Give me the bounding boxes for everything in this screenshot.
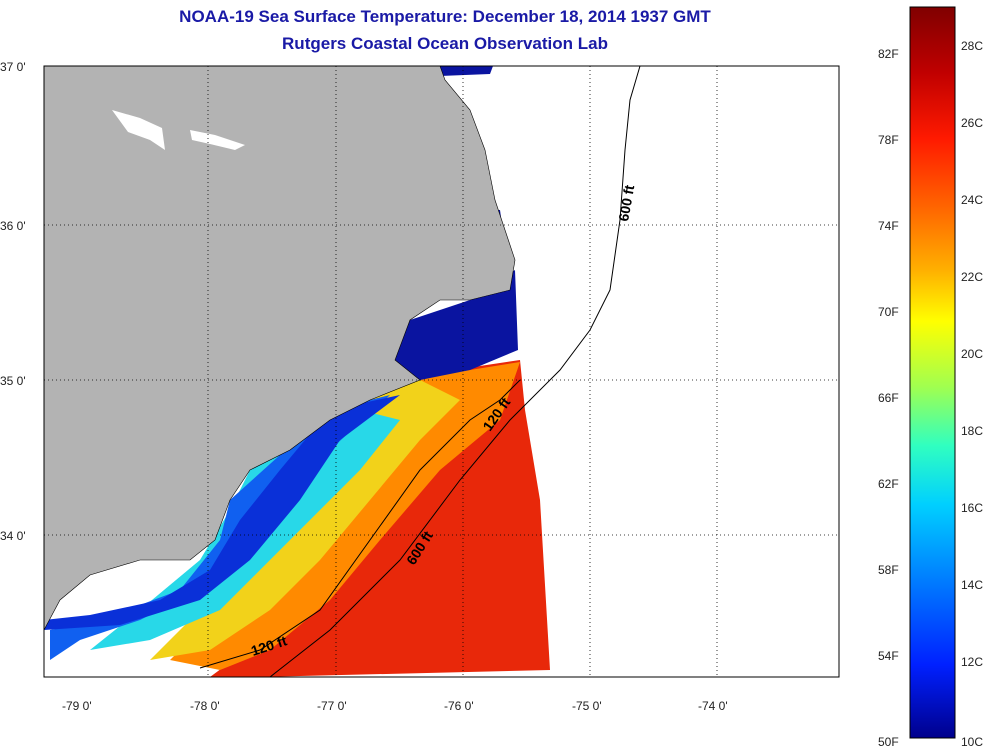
colorbar-c-label: 20C — [961, 347, 983, 361]
inland-water — [112, 110, 245, 150]
colorbar-f-labels: 82F 78F 74F 70F 66F 62F 58F 54F 50F — [878, 47, 899, 749]
lat-label: 37 0' — [0, 60, 26, 74]
colorbar-f-label: 58F — [878, 563, 899, 577]
colorbar-c-label: 10C — [961, 735, 983, 749]
lon-label: -78 0' — [190, 699, 220, 713]
lon-label: -76 0' — [444, 699, 474, 713]
colorbar-c-labels: 28C 26C 24C 22C 20C 18C 16C 14C 12C 10C — [961, 39, 983, 749]
colorbar-c-label: 18C — [961, 424, 983, 438]
colorbar-c-label: 12C — [961, 655, 983, 669]
contour-label-600ft-north: 600 ft — [615, 183, 637, 222]
colorbar-c-label: 24C — [961, 193, 983, 207]
map-border — [43, 65, 840, 678]
colorbar-f-label: 82F — [878, 47, 899, 61]
lon-label: -74 0' — [698, 699, 728, 713]
contour-600ft — [269, 66, 641, 677]
lon-label: -79 0' — [62, 699, 92, 713]
lon-label: -75 0' — [572, 699, 602, 713]
colorbar-f-label: 50F — [878, 735, 899, 749]
colorbar-f-label: 70F — [878, 305, 899, 319]
colorbar-f-label: 74F — [878, 219, 899, 233]
lon-label: -77 0' — [317, 699, 347, 713]
cold-bay-north — [440, 66, 493, 76]
sst-swath-nearshore — [44, 395, 400, 630]
chart-title: NOAA-19 Sea Surface Temperature: Decembe… — [179, 7, 711, 26]
land — [44, 66, 516, 631]
colorbar-f-label: 66F — [878, 391, 899, 405]
grid — [44, 66, 839, 677]
chart-subtitle: Rutgers Coastal Ocean Observation Lab — [282, 34, 608, 53]
colorbar-c-label: 14C — [961, 578, 983, 592]
contour-120ft — [199, 379, 521, 669]
colorbar-c-label: 28C — [961, 39, 983, 53]
lat-label: 36 0' — [0, 219, 26, 233]
lat-label: 35 0' — [0, 374, 26, 388]
colorbar — [909, 6, 956, 739]
colorbar-c-label: 16C — [961, 501, 983, 515]
colorbar-f-label: 78F — [878, 133, 899, 147]
colorbar-f-label: 62F — [878, 477, 899, 491]
colorbar-f-label: 54F — [878, 649, 899, 663]
cold-sound — [395, 270, 518, 380]
lat-label: 34 0' — [0, 529, 26, 543]
colorbar-c-label: 22C — [961, 270, 983, 284]
colorbar-c-label: 26C — [961, 116, 983, 130]
